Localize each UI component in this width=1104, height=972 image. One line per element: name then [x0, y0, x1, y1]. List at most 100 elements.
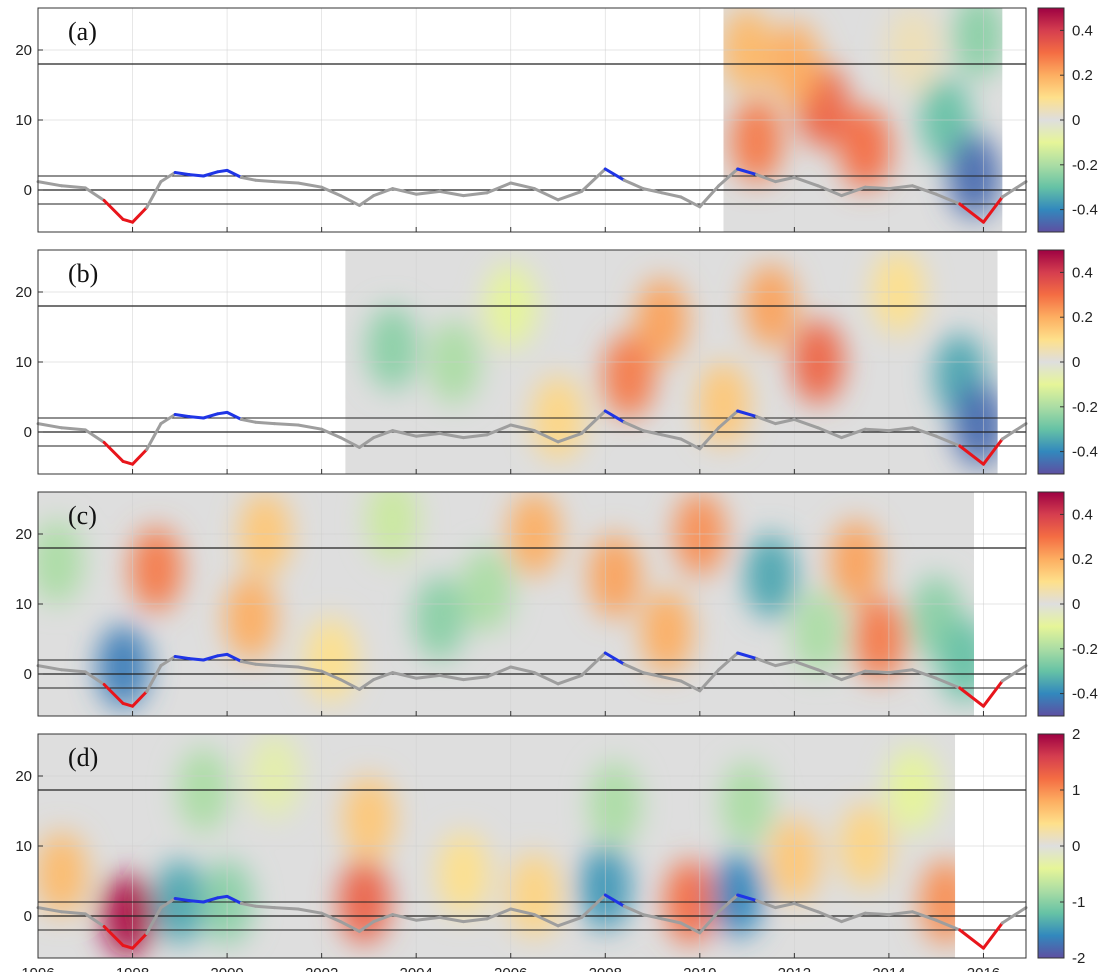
index-curve-segment — [1000, 180, 1028, 199]
colorbar-tick-label: -0.2 — [1072, 399, 1098, 416]
index-curve-segment — [272, 180, 300, 185]
index-curve-segment — [580, 167, 607, 193]
index-curve-segment — [816, 426, 844, 440]
index-curve-segment — [121, 217, 135, 224]
index-curve-segment — [216, 168, 229, 174]
index-curve-segment — [391, 187, 418, 196]
index-curve-segment — [509, 181, 536, 191]
index-curve — [36, 409, 1028, 466]
colorbar-tick-label: 0 — [1072, 112, 1080, 129]
index-curve-segment — [339, 678, 361, 691]
index-curve-segment — [131, 448, 149, 466]
index-curve-segment — [131, 690, 149, 708]
colorbar: 0.4 0.2 0 -0.2 -0.4 — [1037, 7, 1098, 233]
index-curve-segment — [840, 669, 867, 682]
panel-a: 0 10 20 (a) 0.4 0.2 0 -0.2 -0.4 — [15, 7, 1098, 233]
colorbar-tick-label: 0 — [1072, 838, 1080, 855]
index-curve-segment — [717, 409, 740, 430]
index-curve-segment — [981, 195, 1004, 224]
panel-label: (d) — [68, 743, 98, 772]
index-curve-segment — [272, 906, 300, 911]
colorbar-gradient — [1037, 249, 1065, 475]
index-curve-segment — [603, 167, 626, 182]
index-curve-segment — [863, 669, 891, 675]
index-curve-segment — [755, 657, 777, 668]
colorbar: 2 1 0 -1 -2 — [1037, 726, 1085, 967]
index-curve-segment — [173, 655, 191, 661]
index-curve-segment — [736, 651, 759, 661]
index-curve-segment — [958, 686, 985, 708]
heatmap-blob — [697, 362, 750, 446]
index-curve-segment — [792, 659, 820, 672]
heatmap-blob — [38, 520, 83, 604]
index-curve-segment — [131, 206, 149, 224]
x-tick-label: 2016 — [967, 965, 1000, 972]
index-curve-segment — [145, 906, 163, 935]
index-curve-segment — [131, 932, 149, 950]
index-curve-segment — [509, 423, 536, 433]
heatmap-blob — [721, 762, 774, 846]
index-curve-segment — [816, 910, 844, 924]
colorbar-tick-label: -2 — [1072, 950, 1085, 967]
index-curve-segment — [887, 184, 915, 191]
index-curve — [36, 651, 1028, 708]
index-curve-segment — [187, 173, 205, 178]
panel-d: 01020(d)210-1-21996199820002002200420062… — [15, 726, 1085, 972]
colorbar-tick-label: 0.2 — [1072, 309, 1093, 326]
index-curve-segment — [339, 920, 361, 933]
panel-label: (a) — [68, 17, 97, 46]
index-curve-segment — [159, 413, 177, 426]
index-curve-segment — [660, 433, 683, 441]
index-curve-segment — [792, 417, 820, 430]
heatmap-blob — [602, 334, 655, 418]
index-curve-segment — [414, 431, 442, 438]
index-curve-segment — [580, 409, 607, 435]
heatmap-blob — [640, 590, 693, 674]
index-curve-segment — [239, 417, 257, 424]
heatmap-blob — [38, 832, 88, 916]
index-curve-segment — [1000, 906, 1028, 925]
index-curve-segment — [1000, 664, 1028, 683]
index-curve-segment — [372, 429, 395, 440]
heatmap-blob — [342, 776, 395, 860]
heatmap-blob — [839, 106, 892, 190]
index-curve-segment — [698, 426, 721, 451]
index-curve-segment — [717, 893, 740, 914]
index-curve-segment — [391, 671, 418, 680]
index-curve-segment — [239, 175, 257, 182]
index-curve-segment — [296, 181, 324, 189]
index-curve-segment — [698, 668, 721, 693]
colorbar-tick-label: 2 — [1072, 726, 1080, 743]
index-curve-segment — [485, 907, 513, 921]
colorbar-tick-label: -1 — [1072, 894, 1085, 911]
index-curve-segment — [679, 437, 702, 451]
index-curve-segment — [532, 429, 560, 444]
index-curve-segment — [660, 191, 683, 199]
index-curve-segment — [60, 426, 87, 432]
index-curve-segment — [372, 913, 395, 924]
index-curve-segment — [698, 910, 721, 935]
panel-c: 0 10 20 (c) 0.4 0.2 0 -0.2 -0.4 — [15, 491, 1098, 717]
heatmap-blob — [413, 576, 466, 660]
index-curve-segment — [173, 171, 191, 177]
index-curve-segment — [121, 943, 135, 950]
index-curve-segment — [83, 186, 106, 202]
index-curve-segment — [187, 899, 205, 904]
index-curve-segment — [934, 434, 962, 448]
index-curve-segment — [216, 894, 229, 900]
index-curve-segment — [958, 928, 985, 950]
y-tick-label: 10 — [15, 354, 32, 371]
index-curve-segment — [816, 668, 844, 682]
index-curve-segment — [532, 671, 560, 686]
index-curve-segment — [485, 181, 513, 195]
index-curve-segment — [216, 652, 229, 658]
index-curve-segment — [60, 184, 87, 190]
index-curve-segment — [102, 683, 125, 705]
x-tick-label: 2002 — [305, 965, 338, 972]
colorbar-tick-label: 0.4 — [1072, 22, 1093, 39]
index-curve-segment — [461, 433, 489, 440]
index-curve-segment — [773, 901, 796, 910]
index-curve-segment — [225, 168, 243, 179]
index-curve-segment — [485, 665, 513, 679]
